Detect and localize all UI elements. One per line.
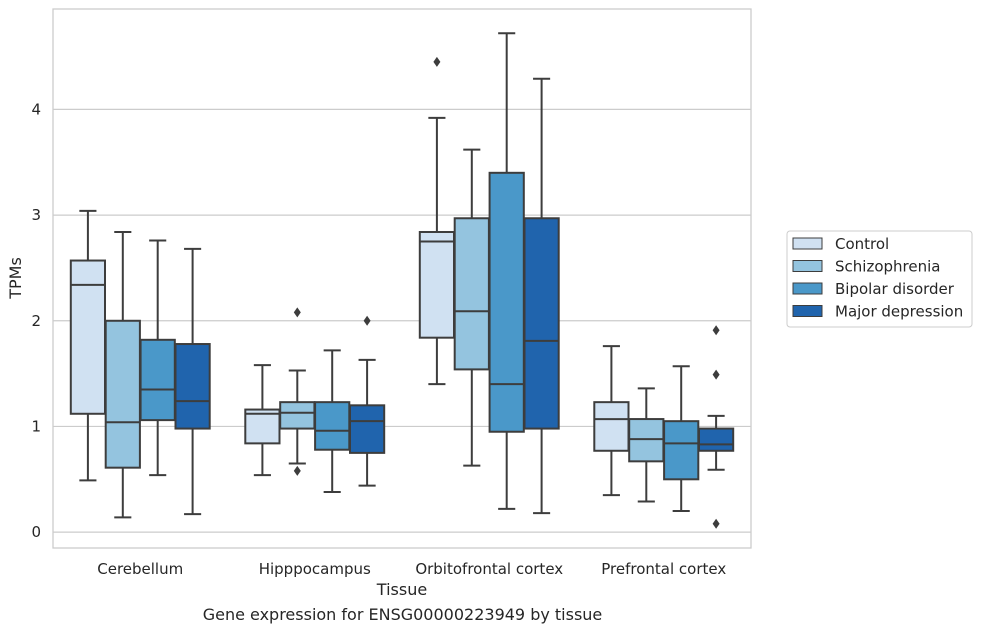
legend: Control Schizophrenia Bipolar disorder Majo… [786,230,973,328]
box [523,217,560,430]
legend-label: Control [835,235,889,253]
outlier-point [293,307,301,318]
x-axis-ticks: Cerebellum Hipppocampus Orbitofrontal cort… [97,560,726,578]
box [104,319,141,469]
box [139,338,176,422]
box [697,427,735,452]
legend-label: Bipolar disorder [835,280,955,298]
box [488,171,525,433]
outlier-point [363,315,371,326]
box [69,259,107,415]
box [453,217,490,371]
y-tick-label: 3 [31,206,41,224]
legend-label: Schizophrenia [835,258,940,276]
y-axis-ticks: 0 1 2 3 4 [31,100,41,541]
outlier-point [712,518,720,529]
box [418,230,456,339]
legend-swatch [792,282,823,295]
legend-label: Major depression [835,303,963,321]
box [628,418,665,463]
x-tick-label: Prefrontal cortex [601,560,726,578]
y-tick-label: 4 [31,100,41,118]
y-tick-label: 0 [31,523,41,541]
legend-swatch [792,260,823,272]
y-tick-label: 1 [31,417,41,435]
box [663,420,700,481]
outlier-point [433,56,441,67]
legend-frame [786,230,973,328]
x-tick-label: Hipppocampus [259,560,371,578]
figure-caption: Gene expression for ENSG00000223949 by t… [202,605,603,624]
box [174,343,211,430]
outlier-point [712,325,720,336]
y-axis-label: TPMs [6,257,25,300]
box [593,401,630,452]
x-tick-label: Orbitofrontal cortex [415,560,563,578]
x-axis-label: Tissue [376,580,427,599]
box-group [69,32,735,529]
legend-swatch [792,305,823,317]
legend-swatch [792,237,823,250]
box [279,401,316,430]
box [314,401,351,451]
box [348,404,386,454]
outlier-point [712,369,720,380]
x-tick-label: Cerebellum [97,560,183,578]
outlier-point [293,465,301,476]
y-tick-label: 2 [31,312,41,330]
